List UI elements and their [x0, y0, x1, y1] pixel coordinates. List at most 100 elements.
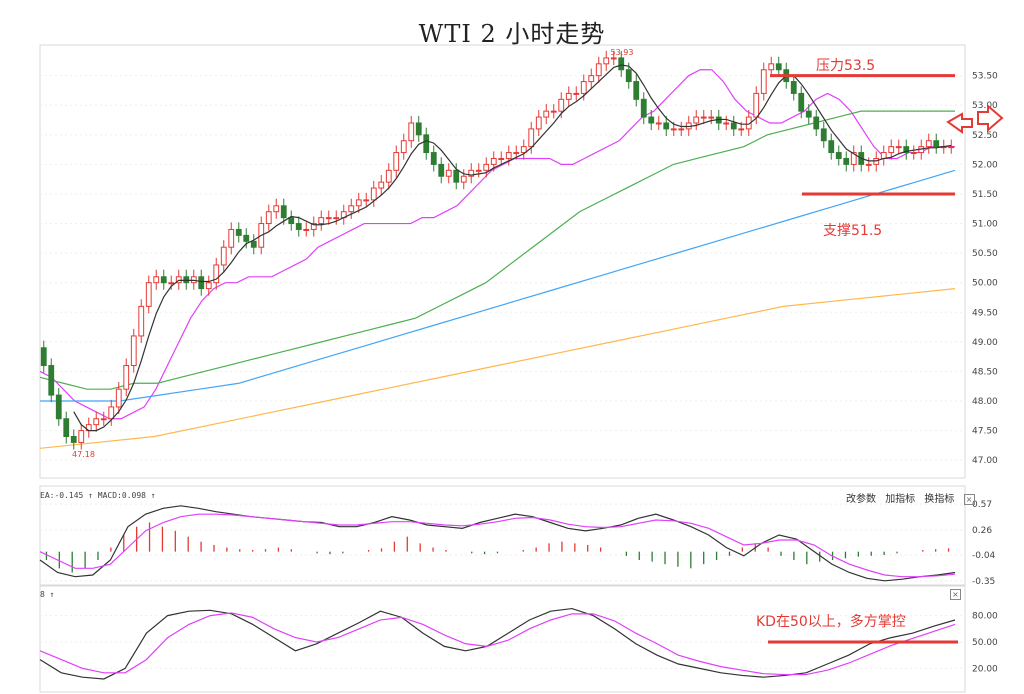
- kd-k-line: [39, 607, 956, 680]
- low-price-label: 47.18: [72, 450, 95, 459]
- candle-body: [640, 98, 647, 118]
- kd-toolbar: ×: [950, 589, 967, 600]
- support-annotation: 支撑51.5: [823, 223, 883, 239]
- y-tick-label: 52.50: [972, 131, 998, 141]
- candle-body: [93, 418, 100, 426]
- y-tick-label: 52.00: [972, 160, 998, 170]
- y-tick-label: 0.57: [972, 500, 992, 510]
- candle-body: [513, 152, 520, 155]
- macd-dea-line: [39, 513, 956, 578]
- ma-line-ma120: [40, 169, 956, 402]
- candle-body: [708, 116, 715, 119]
- panel-frame: [39, 485, 966, 586]
- switch-indicator-button[interactable]: 换指标: [924, 494, 955, 505]
- y-tick-label: 80.00: [972, 612, 998, 622]
- candle-body: [280, 205, 287, 219]
- ma-line-ma60: [39, 110, 955, 390]
- panel-frame: [39, 44, 966, 479]
- candle-body: [123, 365, 130, 390]
- candle-body: [40, 347, 47, 367]
- candle-body: [168, 282, 175, 285]
- add-indicator-button[interactable]: 加指标: [885, 494, 916, 505]
- candle-body: [663, 122, 670, 130]
- candle-body: [385, 169, 392, 183]
- candle-body: [393, 152, 400, 171]
- arrow-right-icon: [977, 103, 1004, 133]
- candle-body: [265, 211, 272, 225]
- candle-body: [333, 217, 340, 220]
- candle-body: [700, 116, 707, 119]
- y-tick-label: 53.50: [972, 72, 998, 82]
- candle-body: [138, 305, 145, 337]
- y-tick-label: 49.00: [972, 338, 998, 348]
- y-tick-label: -0.04: [972, 551, 996, 561]
- candle-body: [933, 140, 940, 148]
- candle-body: [273, 205, 280, 213]
- candle-body: [228, 228, 235, 248]
- y-tick-label: 49.50: [972, 308, 998, 318]
- high-price-label: 53.93: [611, 48, 634, 57]
- candle-body: [903, 146, 910, 154]
- candle-body: [760, 69, 767, 94]
- candle-body: [460, 175, 467, 183]
- candle-body: [790, 81, 797, 94]
- macd-dif-line: [39, 505, 956, 582]
- close-icon[interactable]: ×: [950, 589, 961, 600]
- candle-body: [693, 116, 700, 124]
- candle-body: [535, 116, 542, 130]
- panel-toolbar: 改参数 加指标 换指标 ×: [846, 490, 981, 505]
- y-tick-label: 51.00: [972, 220, 998, 230]
- candle-body: [423, 134, 430, 154]
- candle-body: [415, 122, 422, 136]
- arrow-left-icon: [946, 112, 973, 134]
- y-tick-label: 47.00: [972, 456, 998, 466]
- candle-body: [820, 128, 827, 142]
- candle-body: [483, 163, 490, 171]
- candle-body: [528, 128, 535, 148]
- candle-body: [438, 163, 445, 177]
- candle-body: [325, 217, 332, 220]
- candle-body: [303, 228, 310, 231]
- candle-body: [348, 205, 355, 213]
- candle-body: [130, 335, 137, 367]
- candle-body: [160, 276, 167, 284]
- candle-body: [565, 92, 572, 100]
- candle-body: [250, 240, 257, 248]
- candle-body: [243, 234, 250, 242]
- chart-title: WTI 2 小时走势: [418, 20, 606, 48]
- candle-body: [475, 169, 482, 172]
- candle-body: [295, 223, 302, 230]
- candle-body: [108, 406, 115, 420]
- candle-body: [70, 436, 77, 443]
- candle-body: [880, 152, 887, 159]
- edit-params-button[interactable]: 改参数: [846, 494, 876, 505]
- candle-body: [625, 69, 632, 83]
- candle-body: [678, 128, 685, 131]
- candle-body: [948, 146, 955, 149]
- ma-line-ma10: [39, 69, 955, 420]
- candle-body: [408, 122, 415, 142]
- candle-body: [445, 169, 452, 177]
- candle-body: [738, 128, 745, 131]
- candle-body: [48, 365, 55, 396]
- macd-label: EA:-0.145 ↑ MACD:0.098 ↑: [40, 491, 156, 500]
- candle-body: [490, 157, 497, 165]
- candle-body: [588, 75, 595, 83]
- candle-body: [430, 152, 437, 165]
- candle-body: [850, 152, 857, 165]
- candle-body: [828, 140, 835, 154]
- candle-body: [520, 146, 527, 154]
- candle-body: [355, 199, 362, 207]
- candle-body: [78, 430, 85, 443]
- y-tick-label: 50.00: [972, 638, 998, 648]
- candle-body: [453, 169, 460, 183]
- candle-body: [363, 199, 370, 202]
- candle-body: [768, 63, 775, 71]
- candle-body: [558, 98, 565, 112]
- close-icon[interactable]: ×: [963, 494, 975, 505]
- resistance-annotation: 压力53.5: [816, 58, 876, 74]
- ma-line-ma5: [73, 64, 952, 432]
- candle-body: [213, 264, 220, 284]
- candle-body: [865, 163, 872, 166]
